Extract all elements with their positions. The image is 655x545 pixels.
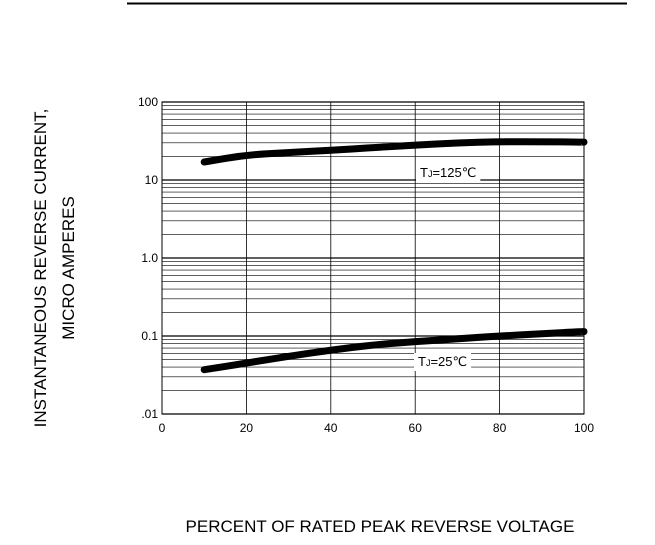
x-tick-label: 0 [159, 421, 166, 435]
series-annotation: TJ=25℃ [418, 354, 467, 369]
series-line [200, 328, 588, 374]
annotation-background [414, 353, 472, 371]
y-tick-label: 0.1 [141, 329, 158, 343]
plot-border [161, 101, 585, 415]
y-axis-title: INSTANTANEOUS REVERSE CURRENT, MICRO AMP… [31, 109, 78, 428]
series-lines [200, 138, 588, 374]
annotation-background [416, 164, 481, 182]
x-tick-label: 40 [324, 421, 338, 435]
y-tick-label: 100 [138, 95, 158, 109]
x-tick-label: 80 [493, 421, 507, 435]
y-tick-label: 10 [145, 173, 159, 187]
series-annotations: TJ=125℃ TJ=25℃ [414, 164, 481, 371]
grid-minor-lines [162, 105, 584, 391]
y-axis-title-line-1: INSTANTANEOUS REVERSE CURRENT, [31, 109, 50, 428]
y-tick-labels: 100 10 1.0 0.1 .01 [138, 95, 158, 421]
y-tick-label: .01 [141, 407, 158, 421]
y-tick-label: 1.0 [141, 251, 158, 265]
x-tick-label: 60 [409, 421, 423, 435]
series-annotation: TJ=125℃ [420, 165, 476, 180]
y-axis-title-line-2: MICRO AMPERES [59, 196, 78, 340]
x-axis-title: PERCENT OF RATED PEAK REVERSE VOLTAGE [186, 517, 575, 536]
x-tick-labels: 0 20 40 60 80 100 [159, 421, 595, 435]
series-line [200, 138, 588, 166]
x-tick-label: 100 [574, 421, 594, 435]
plot-frame [161, 101, 585, 415]
x-tick-label: 20 [240, 421, 254, 435]
